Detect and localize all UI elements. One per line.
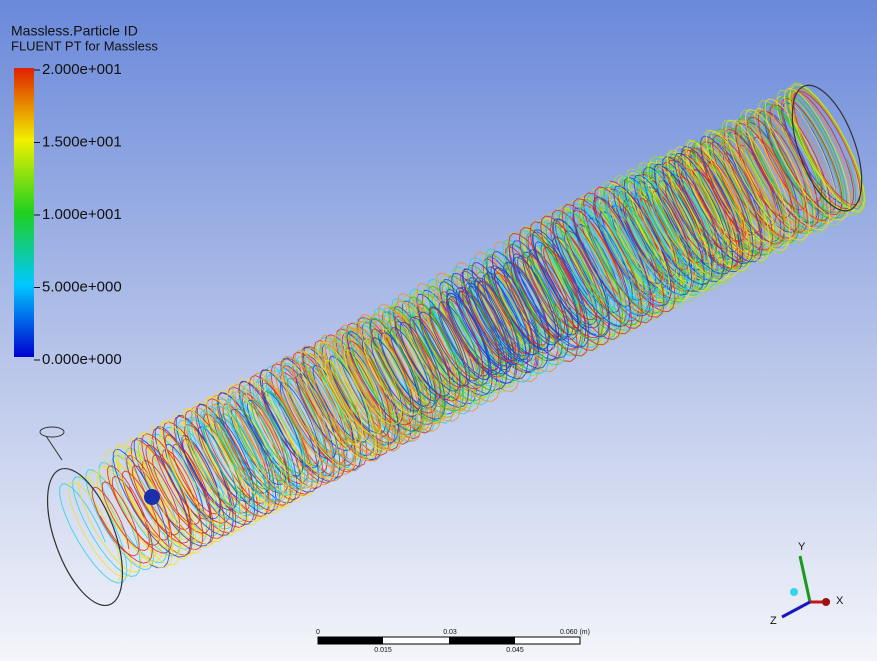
scale-bar-segment <box>318 637 383 644</box>
legend-label: 0.000e+000 <box>42 351 122 368</box>
scale-label: 0.060 (m) <box>560 629 590 636</box>
axis-label: Y <box>798 541 806 553</box>
legend-label: 2.000e+001 <box>42 61 122 78</box>
triad-dot <box>790 588 798 596</box>
page: Massless.Particle ID FLUENT PT for Massl… <box>0 0 877 666</box>
scale-label: 0 <box>316 629 320 636</box>
axis-label: Z <box>770 615 777 627</box>
viewer: Massless.Particle ID FLUENT PT for Massl… <box>0 0 877 661</box>
scale-label: 0.045 <box>506 647 524 654</box>
triad-dot <box>822 598 830 606</box>
scale-label: 0.03 <box>443 629 457 636</box>
legend-label: 1.500e+001 <box>42 133 122 150</box>
legend-label: 1.000e+001 <box>42 206 122 223</box>
probe <box>144 489 160 505</box>
scale-bar-segment <box>449 637 515 644</box>
axis-label: X <box>836 595 844 607</box>
legend-title: Massless.Particle ID <box>11 23 138 39</box>
legend-label: 5.000e+000 <box>42 278 122 295</box>
legend-subtitle: FLUENT PT for Massless <box>11 38 158 53</box>
scale-label: 0.015 <box>374 647 392 654</box>
colorbar <box>14 68 34 357</box>
